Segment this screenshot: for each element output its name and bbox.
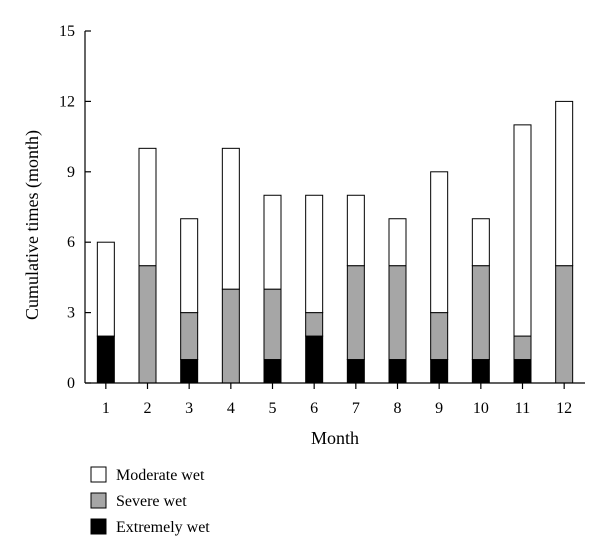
bar-moderate-wet-month-11: [513, 124, 532, 337]
x-tick-label: 6: [310, 400, 318, 417]
bar-moderate-wet-month-1: [96, 241, 115, 337]
bar-extremely-wet-month-6: [305, 335, 324, 384]
bar-severe-wet-month-5: [263, 288, 282, 361]
bars-group: [96, 100, 574, 384]
x-tick-label: 10: [473, 400, 489, 417]
bar-extremely-wet-month-9: [430, 359, 449, 384]
x-tick-label: 3: [185, 400, 193, 417]
y-tick-label: 0: [67, 375, 75, 392]
bar-severe-wet-month-12: [555, 265, 574, 384]
x-tick-label: 9: [435, 400, 443, 417]
bar-extremely-wet-month-3: [180, 359, 199, 384]
bar-severe-wet-month-3: [180, 312, 199, 361]
x-tick-label: 8: [394, 400, 402, 417]
bar-severe-wet-month-6: [305, 312, 324, 337]
bar-extremely-wet-month-7: [346, 359, 365, 384]
bar-moderate-wet-month-4: [221, 147, 240, 290]
bar-severe-wet-month-8: [388, 265, 407, 361]
bar-moderate-wet-month-5: [263, 194, 282, 290]
bar-moderate-wet-month-6: [305, 194, 324, 314]
bar-extremely-wet-month-1: [96, 335, 115, 384]
bar-moderate-wet-month-9: [430, 171, 449, 314]
y-tick-label: 6: [67, 234, 75, 251]
legend-swatch-severe-wet: [90, 492, 107, 509]
bar-extremely-wet-month-11: [513, 359, 532, 384]
bar-moderate-wet-month-8: [388, 218, 407, 267]
bar-moderate-wet-month-10: [471, 218, 490, 267]
x-tick-label: 12: [556, 400, 572, 417]
bar-moderate-wet-month-2: [138, 147, 157, 267]
x-tick-label: 1: [102, 400, 110, 417]
y-tick-label: 9: [67, 164, 75, 181]
legend-label-extremely-wet: Extremely wet: [116, 519, 210, 536]
y-axis-title: Cumulative times (month): [22, 130, 43, 320]
x-tick-label: 7: [352, 400, 360, 417]
bar-severe-wet-month-11: [513, 335, 532, 361]
x-tick-label: 11: [515, 400, 530, 417]
bar-extremely-wet-month-10: [471, 359, 490, 384]
bar-severe-wet-month-9: [430, 312, 449, 361]
x-tick-label: 5: [269, 400, 277, 417]
legend-label-severe-wet: Severe wet: [116, 493, 187, 510]
legend-swatch-extremely-wet: [90, 518, 107, 535]
bar-severe-wet-month-7: [346, 265, 365, 361]
y-tick-label: 3: [67, 305, 75, 322]
legend-label-moderate-wet: Moderate wet: [116, 467, 205, 484]
x-tick-label: 4: [227, 400, 235, 417]
x-tick-label: 2: [144, 400, 152, 417]
bar-moderate-wet-month-3: [180, 218, 199, 314]
x-axis-title: Month: [311, 428, 359, 448]
bar-severe-wet-month-2: [138, 265, 157, 384]
legend-swatch-moderate-wet: [90, 466, 107, 483]
bar-extremely-wet-month-8: [388, 359, 407, 384]
y-tick-label: 12: [59, 93, 75, 110]
y-tick-label: 15: [59, 23, 75, 40]
legend: Moderate wet Severe wet Extremely wet: [90, 466, 210, 536]
bar-moderate-wet-month-12: [555, 100, 574, 267]
bar-moderate-wet-month-7: [346, 194, 365, 267]
bar-severe-wet-month-10: [471, 265, 490, 361]
bar-extremely-wet-month-5: [263, 359, 282, 384]
bar-severe-wet-month-4: [221, 288, 240, 384]
